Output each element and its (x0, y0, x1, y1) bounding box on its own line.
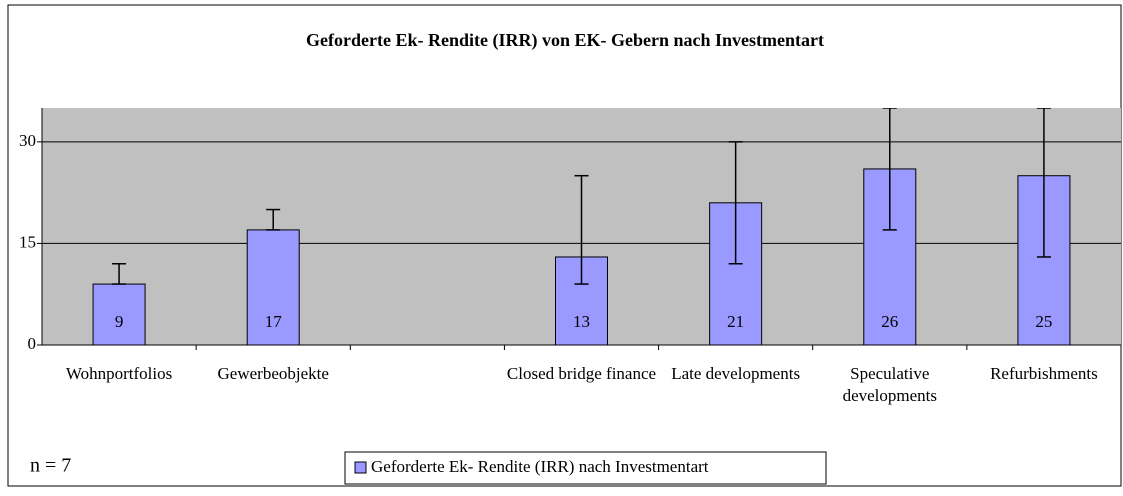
error-bar-lower (728, 202, 743, 265)
bar (92, 283, 146, 345)
x-tick-label: Refurbishments (990, 364, 1098, 383)
data-label: 9 (115, 312, 124, 331)
legend: Geforderte Ek- Rendite (IRR) nach Invest… (344, 451, 827, 485)
error-bar-upper (574, 174, 589, 257)
x-tick-label: Closed bridge finance (506, 364, 657, 383)
y-tick-label: 15 (19, 232, 36, 251)
data-label: 17 (265, 312, 283, 331)
error-bar-lower (1036, 175, 1051, 258)
y-tick-label: 0 (28, 334, 37, 353)
error-bar-upper (266, 208, 281, 230)
x-tick-label-box: Gewerbeobjekte (217, 364, 329, 383)
x-tick-label-box: Wohnportfolios (65, 364, 173, 383)
bar (555, 256, 608, 345)
legend-box (344, 451, 827, 485)
x-tick-label: Late developments (671, 364, 801, 383)
legend-swatch (354, 461, 367, 474)
x-tick-label-box: Closed bridge finance (506, 364, 657, 383)
bar (246, 229, 300, 345)
x-tick-label-box: Late developments (671, 364, 801, 383)
error-bar-upper (882, 108, 897, 169)
chart-title: Geforderte Ek- Rendite (IRR) von EK- Geb… (306, 30, 824, 51)
x-tick-label: Speculative developments (842, 364, 937, 405)
error-bar-lower (574, 256, 589, 285)
x-tick-label: Gewerbeobjekte (217, 364, 329, 383)
error-bar-upper (1036, 108, 1051, 176)
data-label: 25 (1035, 312, 1052, 331)
legend-label: Geforderte Ek- Rendite (IRR) nach Invest… (371, 457, 709, 476)
x-tick-label-box: Refurbishments (990, 364, 1098, 383)
data-label: 21 (727, 312, 744, 331)
annotation: n = 7 (30, 455, 71, 477)
bars (92, 108, 1071, 345)
error-bar-upper (728, 141, 743, 203)
data-label: 13 (573, 312, 590, 331)
x-tick-label-box: Speculative developments (842, 364, 937, 405)
data-label: 26 (881, 312, 898, 331)
x-tick-label: Wohnportfolios (65, 364, 173, 383)
y-tick-label: 30 (19, 131, 36, 150)
error-bar-lower (882, 168, 897, 231)
error-bar-upper (112, 262, 127, 285)
